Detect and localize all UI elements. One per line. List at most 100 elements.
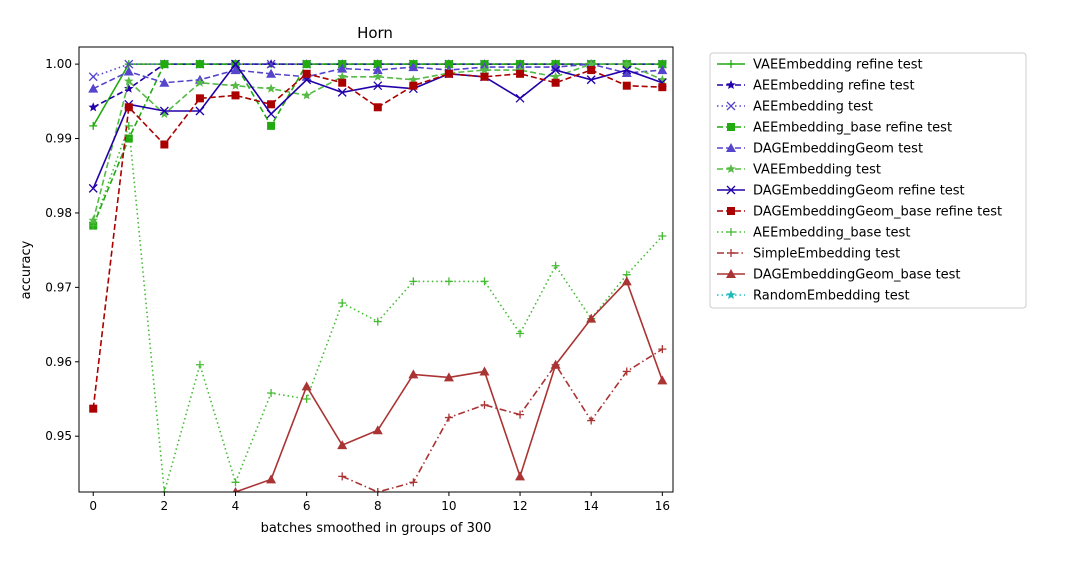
data-point <box>124 134 133 143</box>
data-point <box>160 488 169 492</box>
data-point <box>124 103 133 112</box>
data-point <box>266 68 277 78</box>
data-point <box>195 94 204 103</box>
data-point <box>266 109 276 119</box>
legend-marker <box>726 185 736 195</box>
plot-area <box>79 47 673 492</box>
series-8 <box>89 66 667 413</box>
legend-marker <box>726 143 736 152</box>
legend-marker <box>727 123 735 131</box>
data-point <box>622 59 632 69</box>
data-point <box>232 487 239 492</box>
data-point <box>88 102 98 112</box>
data-point <box>123 66 134 76</box>
y-axis-label: accuracy <box>19 240 34 299</box>
data-point <box>302 60 311 69</box>
data-point <box>516 410 525 419</box>
series-11 <box>232 276 668 492</box>
data-point <box>337 71 347 81</box>
x-tick-label: 12 <box>512 499 527 513</box>
data-point <box>89 404 98 413</box>
legend-label: DAGEmbeddingGeom refine test <box>753 184 965 199</box>
data-point <box>88 83 99 93</box>
data-point <box>408 369 419 379</box>
data-point <box>338 472 347 481</box>
data-point <box>587 416 596 425</box>
series-line <box>341 348 663 492</box>
x-tick-label: 6 <box>303 499 311 513</box>
data-point <box>373 81 383 91</box>
data-point <box>444 60 453 69</box>
data-point <box>266 83 276 93</box>
legend-entry: AEEmbedding_base refine test <box>717 121 952 136</box>
data-point <box>515 471 526 481</box>
data-point <box>301 381 312 391</box>
data-point <box>159 108 170 119</box>
data-point <box>124 83 134 93</box>
legend: VAEEmbedding refine test AEEmbedding refi… <box>709 52 1027 309</box>
data-point <box>443 372 454 382</box>
legend-label: AEEmbedding_base test <box>753 226 910 241</box>
legend-marker <box>726 164 736 174</box>
legend-marker <box>727 249 735 257</box>
x-tick-label: 16 <box>655 499 670 513</box>
legend-entry: SimpleEmbedding test <box>717 247 900 262</box>
data-point <box>267 389 276 398</box>
data-point <box>550 359 561 369</box>
data-point <box>338 298 347 307</box>
legend-entry: DAGEmbeddingGeom_base refine test <box>717 205 1002 220</box>
data-point <box>372 425 383 435</box>
series-9 <box>89 121 667 492</box>
legend-marker <box>727 60 735 68</box>
legend-label: SimpleEmbedding test <box>753 247 900 262</box>
legend-label: AEEmbedding refine test <box>753 79 915 94</box>
data-point <box>516 69 525 78</box>
data-point <box>337 63 348 73</box>
data-point <box>373 488 382 492</box>
y-tick-label: 0.96 <box>45 355 72 369</box>
series-10 <box>338 345 667 492</box>
legend-label: AEEmbedding_base refine test <box>753 121 952 136</box>
data-point <box>586 313 597 323</box>
legend-entry: AEEmbedding refine test <box>717 79 915 94</box>
data-point <box>373 103 382 112</box>
data-point <box>266 59 276 69</box>
y-tick-label: 0.98 <box>45 206 72 220</box>
data-point <box>195 106 205 116</box>
data-point <box>409 81 418 90</box>
legend-marker <box>726 290 736 300</box>
data-point <box>124 121 133 130</box>
data-point <box>408 62 419 72</box>
legend-marker <box>727 207 735 215</box>
data-point <box>621 276 632 286</box>
data-point <box>408 74 419 84</box>
data-point <box>124 76 134 86</box>
legend-entry: DAGEmbeddingGeom refine test <box>717 184 965 199</box>
data-point <box>444 413 453 422</box>
legend-label: DAGEmbeddingGeom_base refine test <box>753 205 1002 220</box>
y-tick-label: 0.99 <box>45 132 72 146</box>
data-point <box>337 440 348 450</box>
data-point <box>372 65 383 75</box>
data-point <box>195 77 205 87</box>
x-tick-label: 4 <box>232 499 240 513</box>
data-point <box>337 87 347 97</box>
data-point <box>444 69 453 78</box>
data-point <box>373 317 382 326</box>
legend-marker <box>726 269 736 278</box>
data-point <box>550 62 561 72</box>
data-point <box>89 121 98 130</box>
data-point <box>302 394 311 403</box>
data-point <box>373 71 383 81</box>
legend-entry: VAEEmbedding refine test <box>717 58 923 73</box>
data-point <box>230 80 241 90</box>
data-point <box>267 121 276 130</box>
data-point <box>409 478 418 487</box>
data-point <box>622 81 631 90</box>
y-tick-label: 0.97 <box>45 280 72 294</box>
data-point <box>444 277 453 286</box>
data-point <box>160 140 169 149</box>
legend-label: VAEEmbedding test <box>753 163 881 178</box>
data-point <box>88 72 98 82</box>
